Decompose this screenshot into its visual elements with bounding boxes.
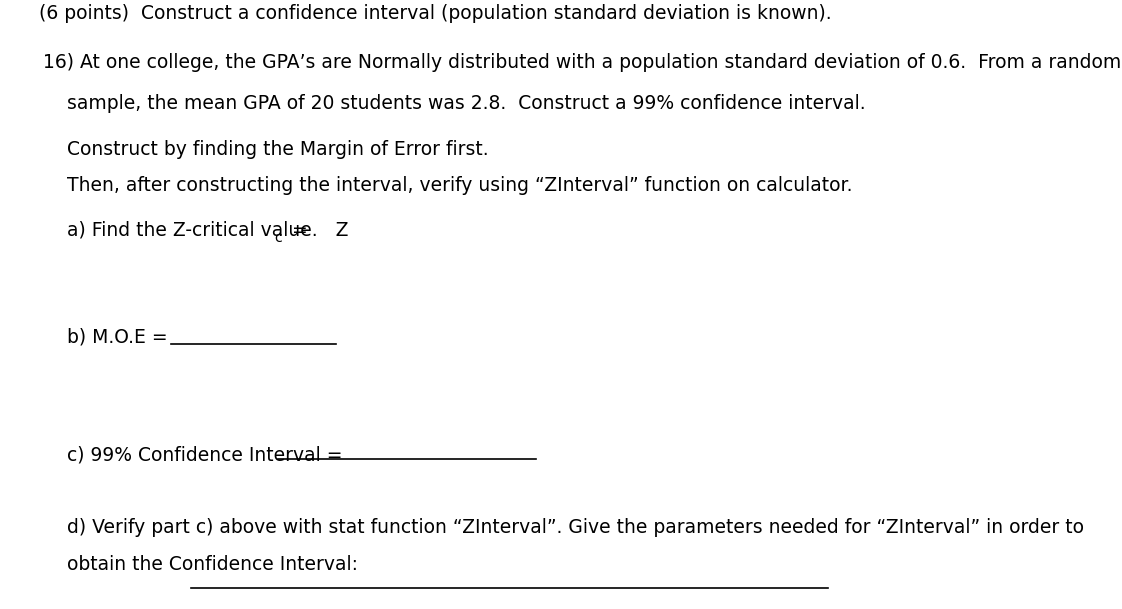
- Text: c: c: [274, 231, 282, 245]
- Text: a) Find the Z-critical value.   Z: a) Find the Z-critical value. Z: [66, 221, 348, 240]
- Text: Construct by finding the Margin of Error first.: Construct by finding the Margin of Error…: [66, 139, 488, 158]
- Text: sample, the mean GPA of 20 students was 2.8.  Construct a 99% confidence interva: sample, the mean GPA of 20 students was …: [66, 94, 865, 113]
- Text: c) 99% Confidence Interval =: c) 99% Confidence Interval =: [66, 445, 342, 464]
- Text: =: =: [286, 221, 309, 240]
- Text: (6 points)  Construct a confidence interval (population standard deviation is kn: (6 points) Construct a confidence interv…: [39, 4, 833, 23]
- Text: b) M.O.E =: b) M.O.E =: [66, 328, 167, 347]
- Text: Then, after constructing the interval, verify using “ZInterval” function on calc: Then, after constructing the interval, v…: [66, 176, 852, 195]
- Text: obtain the Confidence Interval:: obtain the Confidence Interval:: [66, 555, 358, 574]
- Text: 16) At one college, the GPA’s are Normally distributed with a population standar: 16) At one college, the GPA’s are Normal…: [43, 53, 1121, 72]
- Text: d) Verify part c) above with stat function “ZInterval”. Give the parameters need: d) Verify part c) above with stat functi…: [66, 518, 1084, 537]
